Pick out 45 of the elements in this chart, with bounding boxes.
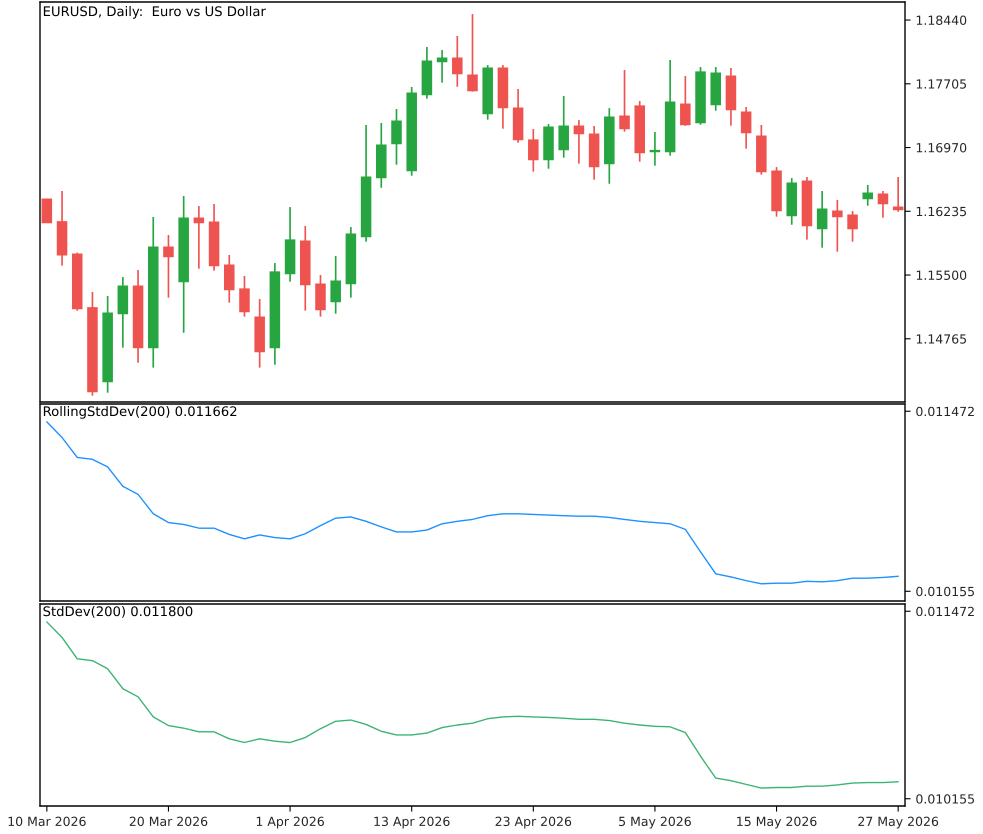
y-tick-label: 0.010155 [916, 586, 974, 596]
y-tick-label: 1.14765 [916, 334, 966, 344]
x-tick-label: 27 May 2026 [858, 816, 938, 829]
chart-title: RollingStdDev(200) 0.011662 [44, 406, 236, 419]
candlestick [574, 119, 584, 164]
y-tick-label: 1.17705 [916, 79, 966, 89]
candlestick [452, 35, 463, 88]
candlestick [650, 131, 660, 166]
candlestick [862, 184, 874, 207]
x-tick-label: 10 Mar 2026 [8, 816, 86, 826]
candlestick [42, 198, 52, 224]
line-series [46, 421, 899, 584]
candlestick [391, 108, 402, 166]
x-tick-label: 23 Apr 2026 [496, 816, 572, 829]
candlestick [163, 234, 174, 298]
candlestick [847, 210, 858, 243]
candlestick [528, 128, 539, 172]
y-tick-label: 0.011472 [916, 406, 974, 416]
candlestick [436, 49, 448, 84]
candlestick [892, 176, 904, 213]
x-tick-label: 20 Mar 2026 [130, 816, 208, 826]
candlestick [816, 190, 828, 249]
candlestick [619, 69, 630, 132]
x-tick-label: 1 Apr 2026 [256, 816, 324, 829]
y-tick-label: 0.011472 [916, 606, 974, 616]
candlestick [467, 13, 478, 93]
chart-title: StdDev(200) 0.011800 [43, 606, 192, 618]
candlestick [680, 75, 691, 127]
candlestick [239, 275, 250, 318]
candlestick [878, 190, 888, 219]
candlestick [330, 255, 341, 315]
x-tick-label: 5 May 2026 [619, 816, 691, 829]
candlestick [740, 106, 752, 150]
line-series [46, 621, 899, 789]
candlestick [558, 95, 569, 159]
y-tick-label: 1.16970 [916, 143, 966, 152]
chart-title: EURUSD, Daily: Euro vs US Dollar [44, 6, 266, 19]
y-tick-label: 0.010155 [916, 794, 974, 804]
y-tick-label: 1.18440 [916, 16, 966, 25]
candlestick [832, 199, 843, 253]
x-tick-label: 13 Apr 2026 [374, 816, 450, 829]
x-tick-label: 15 May 2026 [737, 816, 817, 829]
candlestick [194, 205, 204, 270]
y-tick-label: 1.15500 [916, 270, 966, 280]
y-tick-label: 1.16235 [916, 206, 966, 216]
